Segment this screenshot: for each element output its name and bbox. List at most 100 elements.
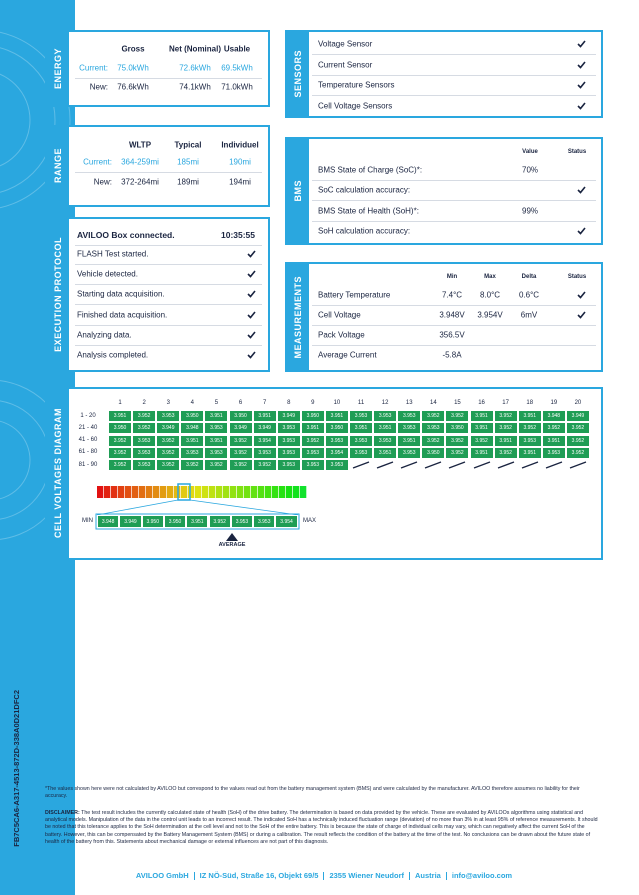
column-number: 15 (454, 400, 461, 406)
cell-voltage: 3.951 (324, 410, 349, 422)
cell-voltage: 3.952 (517, 422, 542, 435)
cell-voltage: 3.953 (276, 422, 301, 435)
scale-value: 3.950 (141, 515, 164, 528)
cell-voltage: 3.952 (228, 434, 253, 447)
cell-voltage: 3.951 (300, 422, 325, 435)
panel-title: SENSORS (293, 50, 303, 98)
column-number: 18 (526, 400, 534, 406)
column-header: WLTP (128, 140, 152, 150)
empty-slot (449, 461, 466, 469)
panel-title: BMS (293, 180, 303, 202)
empty-slot (497, 461, 514, 469)
cell-voltage: 3.952 (565, 434, 590, 447)
cell-voltage: 3.951 (469, 422, 494, 435)
column-number: 16 (478, 400, 485, 406)
empty-slot (545, 461, 563, 469)
scale-value: 3.951 (186, 515, 209, 528)
divider (75, 245, 262, 246)
value: 356.5V (439, 330, 465, 340)
column-number: 5 (214, 400, 219, 406)
column-header: Min (446, 274, 458, 280)
cell-voltage: 3.952 (180, 459, 205, 472)
scale-value: 3.949 (119, 515, 142, 528)
row-label: 81 - 90 (78, 461, 98, 468)
divider (75, 172, 262, 173)
cell-voltage: 3.951 (517, 446, 542, 459)
scale-value: 3.953 (230, 515, 254, 528)
divider (75, 78, 262, 79)
cell-voltage: 3.953 (132, 446, 157, 459)
cell-voltage: 3.951 (204, 410, 229, 422)
column-header: Net (Nominal) (169, 44, 221, 54)
divider (75, 304, 262, 306)
cell-voltage: 3.952 (156, 446, 181, 459)
divider (312, 74, 596, 76)
value: 372-264mi (121, 177, 159, 187)
cell-voltage: 3.951 (469, 410, 494, 422)
check-icon (247, 250, 256, 258)
cell-voltage: 3.952 (156, 434, 181, 447)
row-label: New: (89, 82, 108, 92)
row-label: 41 - 60 (78, 437, 98, 444)
row-label: SoC calculation accuracy: (318, 185, 411, 195)
measurements-panel: MEASUREMENTS (285, 262, 603, 372)
column-header: Gross (121, 44, 145, 54)
cell-voltage: 3.950 (324, 422, 349, 435)
divider (312, 180, 596, 181)
column-header: Usable (223, 44, 251, 54)
scale-value: 3.954 (275, 515, 298, 528)
cell-voltage: 3.951 (517, 410, 542, 422)
cell-voltage: 3.953 (397, 410, 422, 422)
value: -5.8A (442, 350, 462, 360)
protocol-header: AVILOO Box connected. (77, 230, 175, 240)
empty-slot (400, 461, 418, 469)
divider (312, 325, 596, 326)
row-label: BMS State of Charge (SoC)*: (318, 165, 423, 175)
divider (75, 284, 262, 286)
cell-voltage: 3.949 (565, 410, 590, 422)
check-icon (247, 351, 256, 359)
footer: AVILOO GmbH IZ NÖ-Süd, Straße 16, Objekt… (45, 871, 603, 880)
cell-voltage: 3.952 (228, 459, 253, 472)
row-label: Pack Voltage (318, 330, 365, 340)
check-icon (577, 291, 586, 299)
column-number: 12 (381, 400, 389, 406)
footer-company: AVILOO GmbH (135, 871, 189, 880)
sensor-name: Temperature Sensors (318, 80, 395, 90)
cell-voltage: 3.953 (373, 410, 398, 422)
sensor-name: Current Sensor (318, 60, 373, 69)
disclaimer-text: The test result includes the currently c… (45, 810, 598, 845)
column-number: 20 (574, 400, 582, 406)
sensor-name: Cell Voltage Sensors (318, 101, 393, 110)
cell-voltage: 3.953 (252, 446, 277, 459)
scale-max: MAX (303, 518, 317, 524)
row-label: Current: (83, 157, 112, 167)
footnote: *The values shown here were not calculat… (45, 786, 580, 800)
cell-voltage: 3.952 (252, 459, 277, 472)
cell-voltage: 3.953 (180, 446, 205, 459)
cell-voltage: 3.952 (493, 422, 518, 435)
column-number: 8 (287, 400, 291, 406)
value: 71.0kWh (221, 82, 253, 92)
panel-title: EXECUTION PROTOCOL (53, 237, 63, 352)
separator (323, 871, 325, 880)
value: 70% (521, 165, 539, 175)
cell-voltage: 3.953 (421, 422, 446, 435)
cell-voltage: 3.951 (373, 422, 398, 435)
divider (312, 345, 596, 346)
cell-voltage: 3.950 (108, 422, 133, 435)
cell-voltage: 3.954 (324, 446, 349, 459)
check-icon (577, 227, 586, 235)
separator (409, 871, 411, 880)
cell-voltage: 3.952 (204, 459, 229, 472)
cell-voltage: 3.953 (156, 410, 181, 422)
cell-voltage: 3.951 (493, 434, 518, 447)
cell-voltage: 3.952 (108, 446, 133, 459)
column-number: 2 (142, 400, 146, 406)
column-header: Typical (174, 140, 202, 150)
protocol-step: Analysis completed. (77, 350, 149, 360)
column-header: Status (567, 274, 587, 280)
value: 189mi (177, 177, 199, 187)
row-label: Current: (79, 63, 108, 73)
cell-voltage: 3.952 (300, 434, 325, 447)
